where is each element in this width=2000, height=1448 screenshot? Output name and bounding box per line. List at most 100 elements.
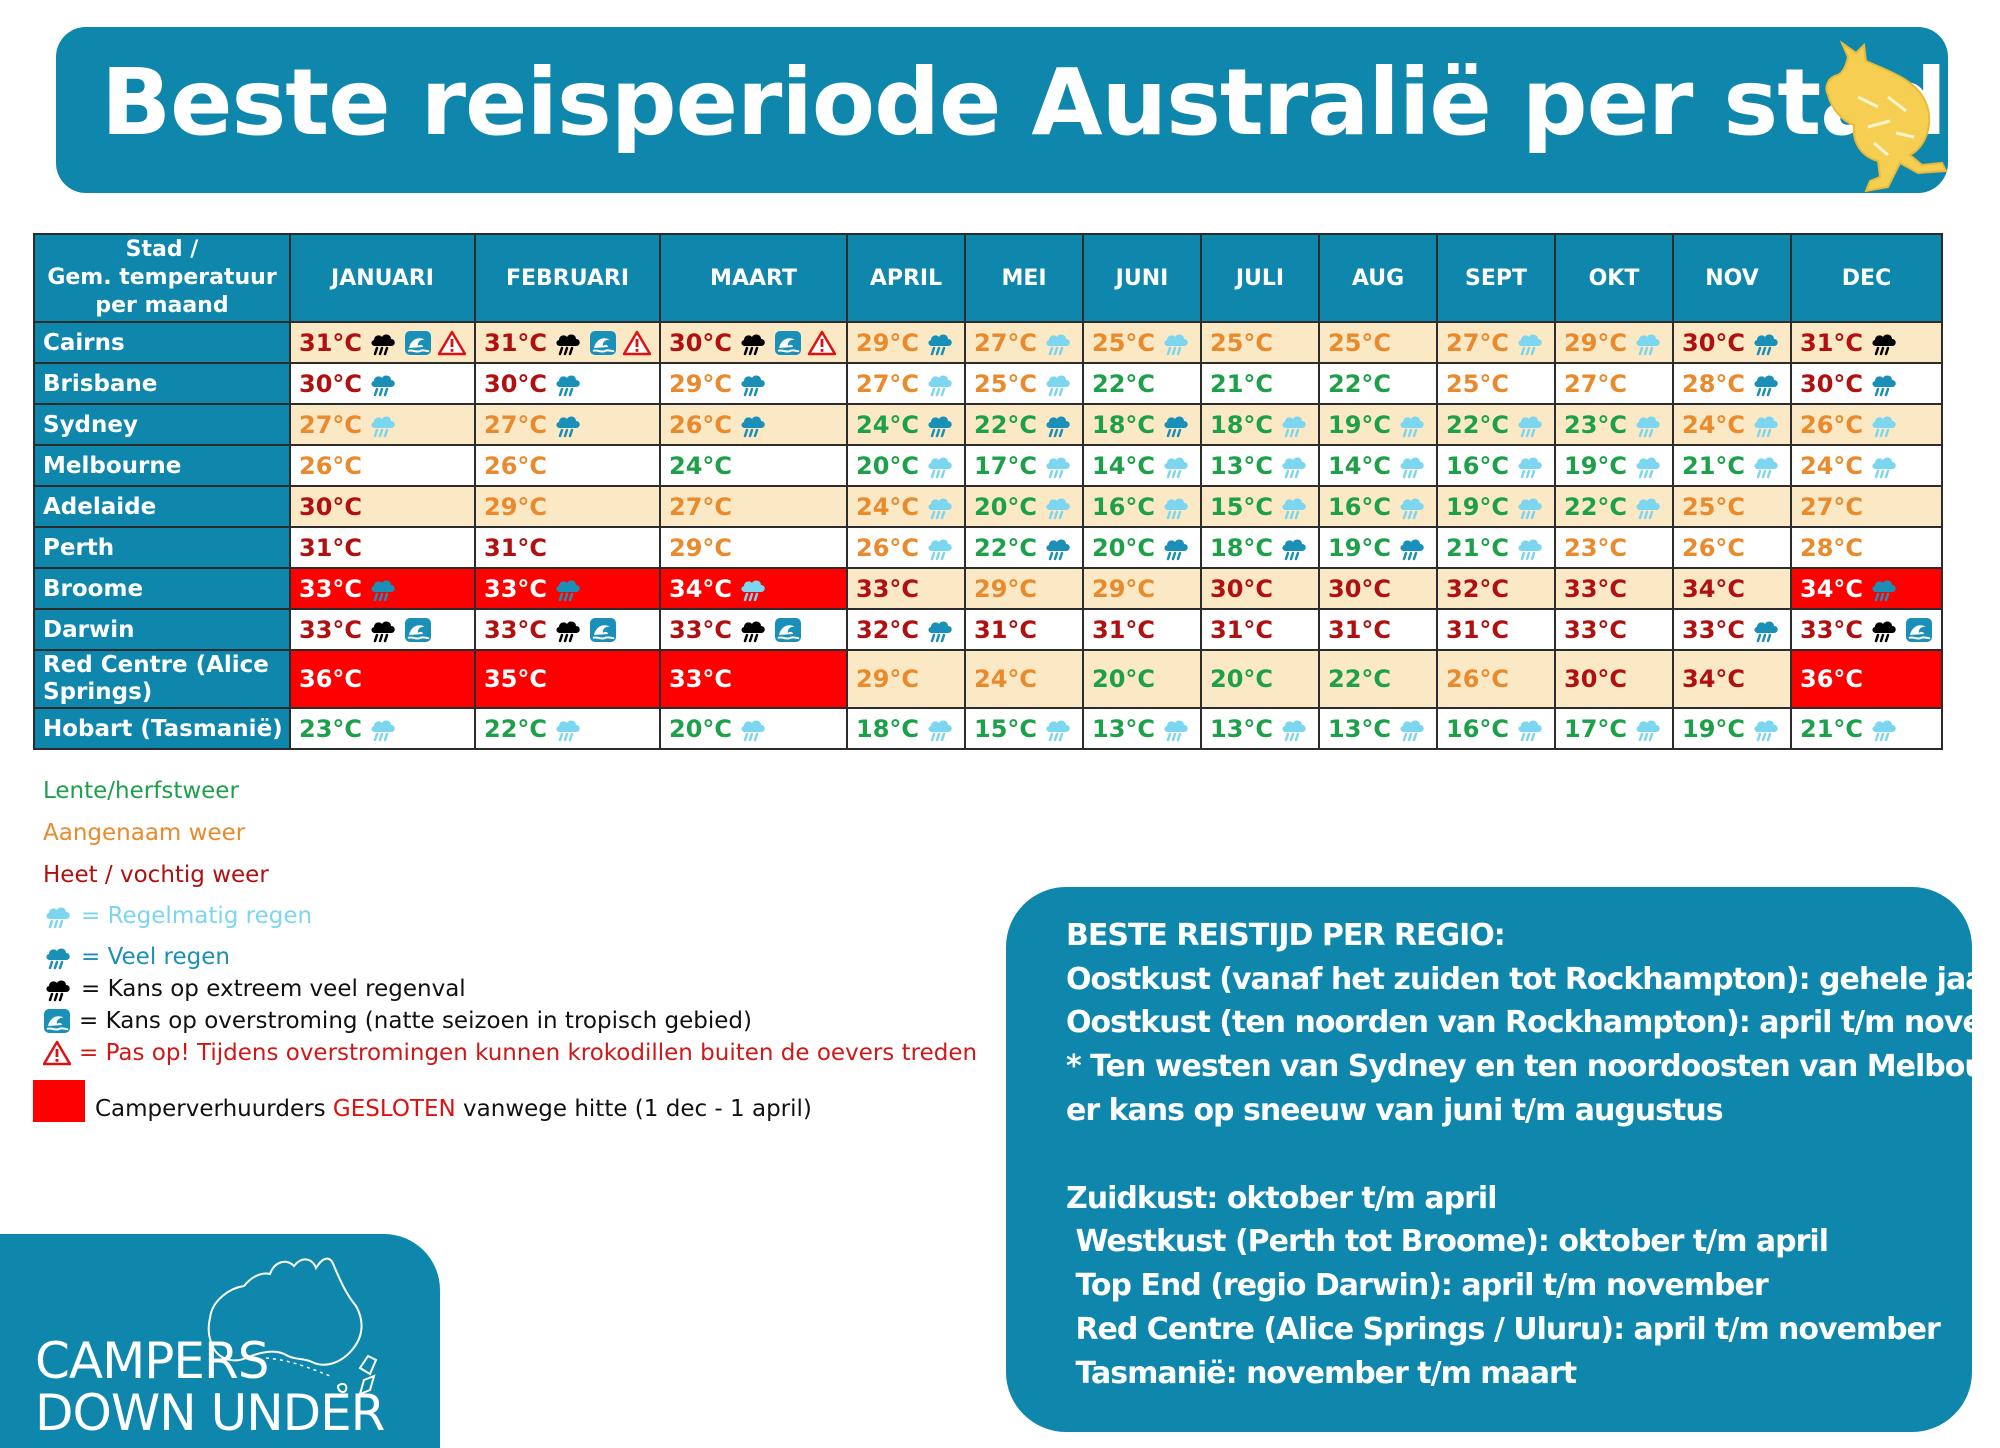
temperature-value: 21°C xyxy=(1446,533,1510,562)
temperature-cell: 20°C xyxy=(1082,649,1202,709)
temperature-cell: 33°C xyxy=(474,567,661,610)
temperature-cell: 33°C xyxy=(1790,608,1943,651)
temperature-value: 18°C xyxy=(1092,410,1156,439)
info-line: Zuidkust: oktober t/m april xyxy=(1066,1181,1497,1216)
temperature-cell: 15°C xyxy=(1200,485,1320,528)
legend-closed-pre: Camperverhuurders xyxy=(95,1096,333,1122)
table-row: Melbourne 26°C 26°C 24°C 20°C 17°C 14°C 13°C 14°… xyxy=(33,444,1943,487)
legend-closed-post: vanwege hitte (1 dec - 1 april) xyxy=(455,1096,812,1122)
temperature-value: 26°C xyxy=(856,533,920,562)
heavy-rain-icon xyxy=(553,576,583,602)
month-header: FEBRUARI xyxy=(474,233,661,323)
temperature-cell: 32°C xyxy=(846,608,966,651)
temperature-cell: 26°C xyxy=(846,526,966,569)
legend-closed-red: GESLOTEN xyxy=(332,1096,456,1122)
temperature-cell: 29°C xyxy=(846,649,966,709)
temperature-cell: 33°C xyxy=(659,649,848,709)
flood-icon xyxy=(589,617,617,643)
regular-rain-icon xyxy=(1161,330,1191,356)
heavy-rain-icon xyxy=(925,617,955,643)
temperature-cell: 28°C xyxy=(1672,362,1792,405)
temperature-value: 27°C xyxy=(1446,328,1510,357)
heavy-rain-icon xyxy=(925,412,955,438)
regular-rain-icon xyxy=(1869,453,1899,479)
extreme-rain-icon xyxy=(553,330,583,356)
temperature-value: 24°C xyxy=(1682,410,1746,439)
flood-icon xyxy=(43,1008,71,1034)
info-line: Oostkust (vanaf het zuiden tot Rockhampt… xyxy=(1066,962,1999,997)
temperature-cell: 26°C xyxy=(659,403,848,446)
temperature-cell: 13°C xyxy=(1200,707,1320,750)
temperature-value: 25°C xyxy=(1210,328,1274,357)
month-header: JULI xyxy=(1200,233,1320,323)
temperature-cell: 27°C xyxy=(1554,362,1674,405)
temperature-cell: 27°C xyxy=(659,485,848,528)
temperature-value: 13°C xyxy=(1092,714,1156,743)
temperature-value: 20°C xyxy=(974,492,1038,521)
temperature-value: 14°C xyxy=(1328,451,1392,480)
temperature-cell: 34°C xyxy=(1672,649,1792,709)
regular-rain-icon xyxy=(1161,716,1191,742)
temperature-value: 22°C xyxy=(974,533,1038,562)
regular-rain-icon xyxy=(1043,371,1073,397)
page-title: Beste reisperiode Australië per stad: xyxy=(101,49,1983,156)
temperature-cell: 30°C xyxy=(474,362,661,405)
temperature-cell: 31°C xyxy=(1082,608,1202,651)
temperature-cell: 30°C xyxy=(289,485,476,528)
temperature-cell: 27°C xyxy=(846,362,966,405)
temperature-cell: 31°C xyxy=(1790,321,1943,364)
temperature-value: 19°C xyxy=(1564,451,1628,480)
temperature-cell: 19°C xyxy=(1318,403,1438,446)
regular-rain-icon xyxy=(1279,494,1309,520)
flood-icon xyxy=(774,330,802,356)
temperature-cell: 15°C xyxy=(964,707,1084,750)
temperature-value: 13°C xyxy=(1328,714,1392,743)
temperature-cell: 33°C xyxy=(1672,608,1792,651)
temperature-cell: 31°C xyxy=(474,526,661,569)
temperature-cell: 18°C xyxy=(1082,403,1202,446)
temperature-value: 30°C xyxy=(299,369,363,398)
regular-rain-icon xyxy=(925,535,955,561)
temperature-cell: 21°C xyxy=(1200,362,1320,405)
temperature-cell: 22°C xyxy=(1554,485,1674,528)
temperature-cell: 25°C xyxy=(964,362,1084,405)
temperature-value: 25°C xyxy=(1682,492,1746,521)
temperature-value: 29°C xyxy=(856,665,920,693)
warning-icon xyxy=(808,330,837,356)
temperature-cell: 36°C xyxy=(1790,649,1943,709)
temperature-value: 27°C xyxy=(1564,369,1628,398)
temperature-cell: 31°C xyxy=(1200,608,1320,651)
temperature-cell: 33°C xyxy=(1554,567,1674,610)
table-row: Adelaide 30°C 29°C 27°C 24°C 20°C 16°C 15°C 16°C… xyxy=(33,485,1943,528)
temperature-value: 23°C xyxy=(1564,410,1628,439)
table-row: Brisbane 30°C 30°C 29°C 27°C 25°C 22°C 21°C 22°C… xyxy=(33,362,1943,405)
kangaroo-icon xyxy=(1825,40,1948,193)
temperature-value: 33°C xyxy=(1682,615,1746,644)
temperature-value: 22°C xyxy=(1328,665,1392,693)
temperature-value: 29°C xyxy=(1564,328,1628,357)
regular-rain-icon xyxy=(1751,453,1781,479)
temperature-value: 29°C xyxy=(974,574,1038,603)
flood-icon xyxy=(774,617,802,643)
temperature-cell: 26°C xyxy=(474,444,661,487)
temperature-cell: 23°C xyxy=(289,707,476,750)
warning-icon xyxy=(623,330,652,356)
temperature-cell: 30°C xyxy=(1790,362,1943,405)
temperature-cell: 14°C xyxy=(1318,444,1438,487)
flood-icon xyxy=(589,330,617,356)
temperature-value: 22°C xyxy=(1446,410,1510,439)
temperature-cell: 31°C xyxy=(964,608,1084,651)
temperature-value: 30°C xyxy=(1682,328,1746,357)
heavy-rain-icon xyxy=(1161,412,1191,438)
info-line: Tasmanië: november t/m maart xyxy=(1066,1356,1577,1391)
regular-rain-icon xyxy=(1279,453,1309,479)
temperature-value: 26°C xyxy=(1800,410,1864,439)
temperature-cell: 35°C xyxy=(474,649,661,709)
temperature-value: 22°C xyxy=(1564,492,1628,521)
temperature-cell: 34°C xyxy=(1672,567,1792,610)
temperature-value: 17°C xyxy=(974,451,1038,480)
info-line: * Ten westen van Sydney en ten noordoost… xyxy=(1066,1049,2000,1084)
temperature-cell: 29°C xyxy=(964,567,1084,610)
regular-rain-icon xyxy=(1043,716,1073,742)
temperature-value: 30°C xyxy=(1800,369,1864,398)
